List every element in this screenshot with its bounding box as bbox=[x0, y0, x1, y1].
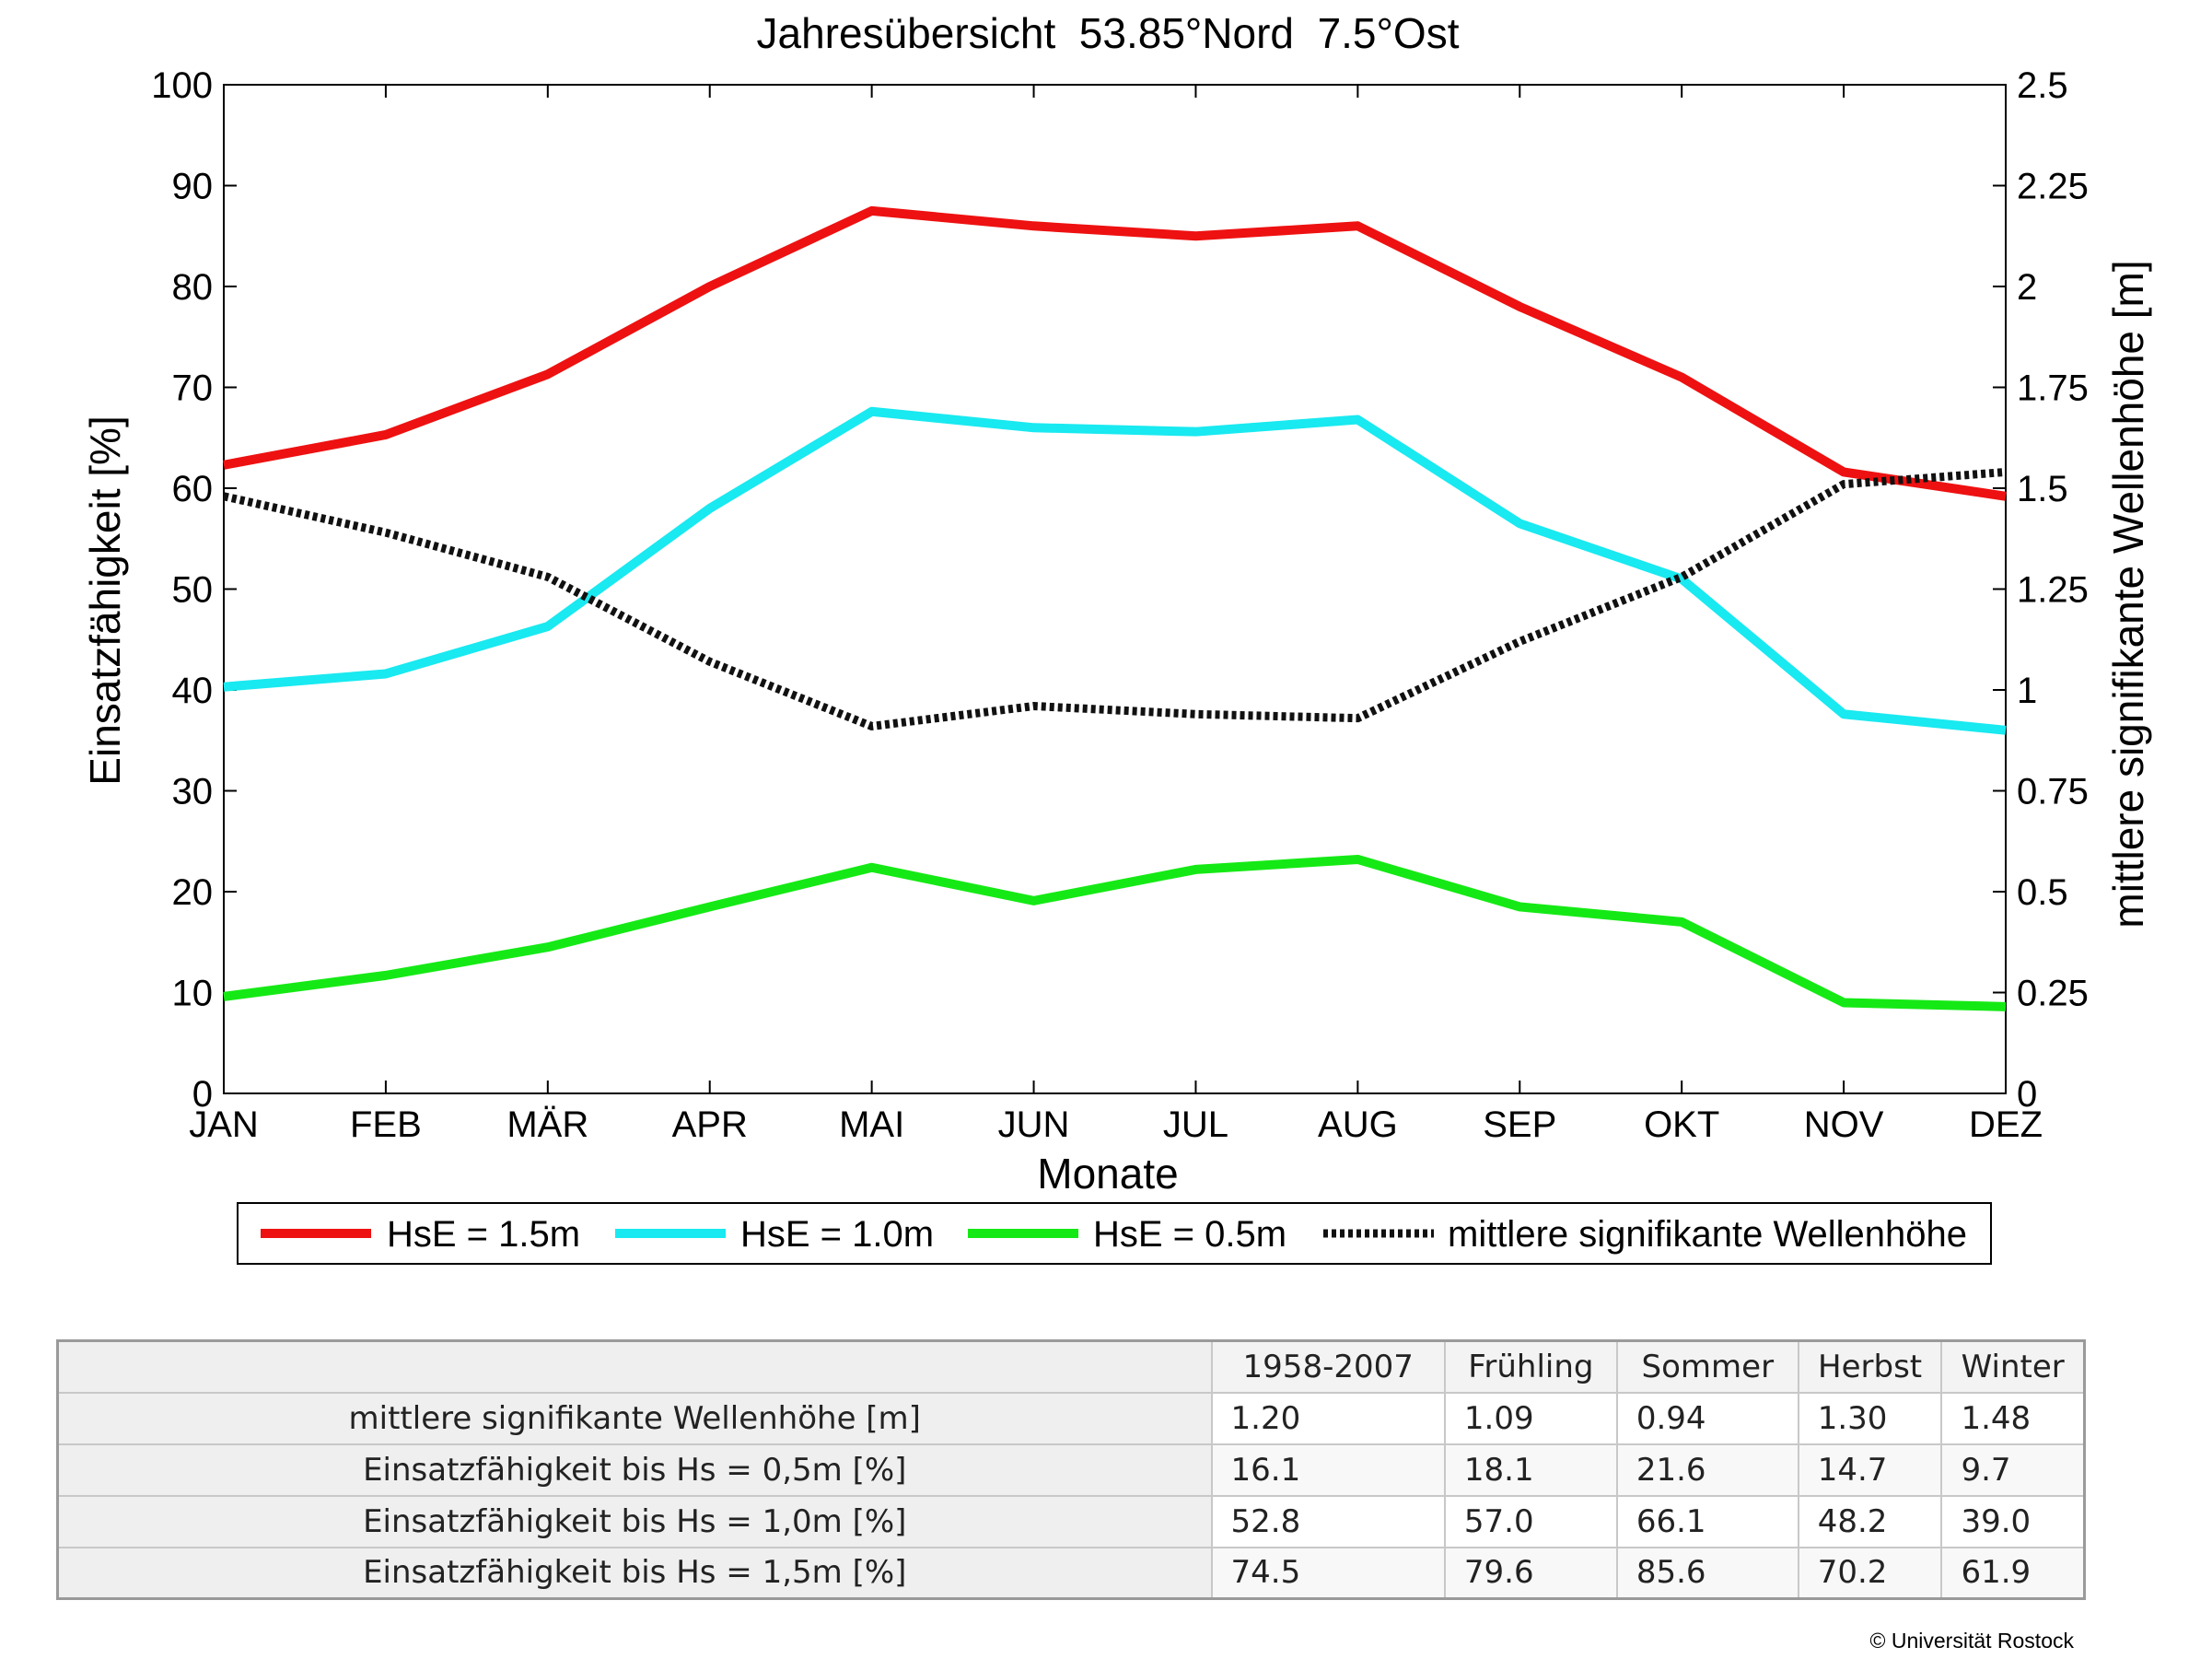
table-header-winter: Winter bbox=[1940, 1339, 2086, 1394]
legend-label: HsE = 1.5m bbox=[387, 1214, 580, 1255]
table-cell: 48.2 bbox=[1797, 1494, 1943, 1548]
plot-area: JAN FEB MÄR APR MAI JUN JUL AUG SEP OKT NOV DEZ0102… bbox=[151, 65, 2089, 1145]
y-tick-label-right: 1.25 bbox=[2017, 570, 2089, 611]
copyright-notice: © Universität Rostock bbox=[1869, 1629, 2074, 1653]
x-axis-label: Monate bbox=[1037, 1150, 1178, 1198]
table-cell: 52.8 bbox=[1210, 1494, 1446, 1548]
y-tick-label-right: 0 bbox=[2017, 1074, 2037, 1115]
y-tick-label-right: 2.25 bbox=[2017, 167, 2089, 207]
series-line-2 bbox=[223, 406, 2007, 735]
y-tick-label-left: 60 bbox=[172, 469, 214, 509]
x-tick-label: MÄR bbox=[506, 1104, 588, 1145]
table-cell: 70.2 bbox=[1797, 1546, 1943, 1600]
legend: HsE = 1.5m HsE = 1.0m HsE = 0.5m mittlere s… bbox=[237, 1202, 1992, 1265]
y-tick-label-left: 100 bbox=[151, 65, 213, 106]
x-tick-label: NOV bbox=[1804, 1104, 1884, 1145]
chart: Jahresübersicht 53.85°Nord 7.5°Ost JAN FE… bbox=[81, 9, 2152, 1265]
table-header-row: 1958-2007 Frühling Sommer Herbst Winter bbox=[56, 1339, 2086, 1394]
table-cell: 1.30 bbox=[1797, 1391, 1943, 1445]
table-cell: 1.48 bbox=[1940, 1391, 2086, 1445]
x-tick-label: AUG bbox=[1318, 1104, 1398, 1145]
table-cell: 1.20 bbox=[1210, 1391, 1446, 1445]
table-cell: 66.1 bbox=[1615, 1494, 1799, 1548]
y-axis-label-right: mittlere signifikante Wellenhöhe [m] bbox=[2104, 260, 2152, 928]
table-row: Einsatzfähigkeit bis Hs = 1,0m [%] 52.8 … bbox=[56, 1494, 2086, 1548]
table-header-summer: Sommer bbox=[1615, 1339, 1799, 1394]
table-header-autumn: Herbst bbox=[1797, 1339, 1943, 1394]
statistics-table: 1958-2007 Frühling Sommer Herbst Winter … bbox=[56, 1339, 2086, 1600]
chart-title: Jahresübersicht 53.85°Nord 7.5°Ost bbox=[757, 9, 1460, 57]
legend-box bbox=[237, 1202, 1992, 1265]
y-tick-label-left: 80 bbox=[172, 267, 214, 308]
y-tick-label-left: 30 bbox=[172, 772, 214, 812]
table-row: Einsatzfähigkeit bis Hs = 1,5m [%] 74.5 … bbox=[56, 1546, 2086, 1600]
y-tick-label-right: 1 bbox=[2017, 671, 2037, 711]
x-tick-label: FEB bbox=[350, 1104, 422, 1145]
y-tick-label-left: 90 bbox=[172, 167, 214, 207]
table-row: Einsatzfähigkeit bis Hs = 0,5m [%] 16.1 … bbox=[56, 1443, 2086, 1497]
x-tick-label: JUL bbox=[1163, 1104, 1228, 1145]
x-tick-label: JAN bbox=[189, 1104, 259, 1145]
x-tick-label: MAI bbox=[839, 1104, 904, 1145]
table-header-period: 1958-2007 bbox=[1210, 1339, 1446, 1394]
table-cell: 79.6 bbox=[1443, 1546, 1618, 1600]
table-cell: 0.94 bbox=[1615, 1391, 1799, 1445]
plot-frame bbox=[223, 84, 2007, 1094]
y-tick-label-right: 2 bbox=[2017, 267, 2037, 308]
series-line-1 bbox=[223, 205, 2007, 501]
row-label: Einsatzfähigkeit bis Hs = 1,5m [%] bbox=[56, 1546, 1213, 1600]
y-tick-label-right: 0.25 bbox=[2017, 974, 2089, 1014]
legend-label: mittlere signifikante Wellenhöhe bbox=[1448, 1214, 1967, 1255]
y-tick-label-right: 2.5 bbox=[2017, 65, 2068, 106]
x-tick-label: APR bbox=[672, 1104, 748, 1145]
table-cell: 1.09 bbox=[1443, 1391, 1618, 1445]
y-tick-label-left: 20 bbox=[172, 872, 214, 913]
table-cell: 74.5 bbox=[1210, 1546, 1446, 1600]
y-tick-label-left: 0 bbox=[192, 1074, 213, 1115]
table-cell: 39.0 bbox=[1940, 1494, 2086, 1548]
table-cell: 16.1 bbox=[1210, 1443, 1446, 1497]
y-tick-label-right: 1.75 bbox=[2017, 368, 2089, 409]
y-tick-label-left: 10 bbox=[172, 974, 214, 1014]
y-tick-label-right: 0.5 bbox=[2017, 872, 2068, 913]
y-axis-label-left: Einsatzfähigkeit [%] bbox=[81, 415, 129, 785]
row-label: Einsatzfähigkeit bis Hs = 0,5m [%] bbox=[56, 1443, 1213, 1497]
table-cell: 9.7 bbox=[1940, 1443, 2086, 1497]
table-cell: 85.6 bbox=[1615, 1546, 1799, 1600]
table-cell: 18.1 bbox=[1443, 1443, 1618, 1497]
x-tick-label: SEP bbox=[1483, 1104, 1556, 1145]
legend-label: HsE = 1.0m bbox=[740, 1214, 934, 1255]
table-row: mittlere signifikante Wellenhöhe [m] 1.2… bbox=[56, 1391, 2086, 1445]
x-tick-label: OKT bbox=[1644, 1104, 1719, 1145]
legend-label: HsE = 0.5m bbox=[1093, 1214, 1286, 1255]
y-tick-label-right: 0.75 bbox=[2017, 772, 2089, 812]
y-tick-label-left: 70 bbox=[172, 368, 214, 409]
series-line-4 bbox=[223, 467, 2007, 730]
table-header-spring: Frühling bbox=[1443, 1339, 1618, 1394]
x-tick-label: DEZ bbox=[1969, 1104, 2043, 1145]
y-tick-label-left: 40 bbox=[172, 671, 214, 711]
table-cell: 14.7 bbox=[1797, 1443, 1943, 1497]
table-cell: 21.6 bbox=[1615, 1443, 1799, 1497]
y-tick-label-left: 50 bbox=[172, 570, 214, 611]
y-tick-label-right: 1.5 bbox=[2017, 469, 2068, 509]
row-label: mittlere signifikante Wellenhöhe [m] bbox=[56, 1391, 1213, 1445]
table-cell: 61.9 bbox=[1940, 1546, 2086, 1600]
table-cell: 57.0 bbox=[1443, 1494, 1618, 1548]
x-tick-label: JUN bbox=[998, 1104, 1070, 1145]
table-corner-cell bbox=[56, 1339, 1213, 1394]
series-line-3 bbox=[223, 854, 2007, 1011]
row-label: Einsatzfähigkeit bis Hs = 1,0m [%] bbox=[56, 1494, 1213, 1548]
